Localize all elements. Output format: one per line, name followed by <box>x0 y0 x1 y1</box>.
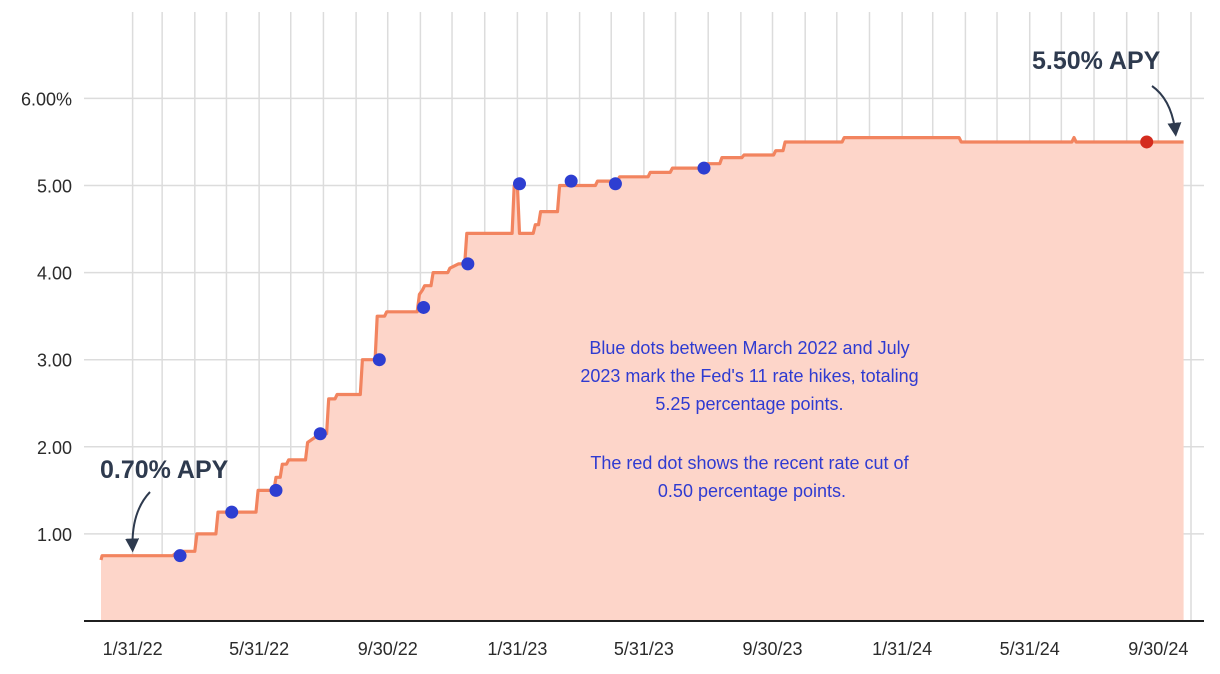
rate-hike-dot <box>564 174 578 188</box>
rate-hike-dot <box>461 257 475 271</box>
note-line: 0.50 percentage points. <box>658 481 846 501</box>
annotations: 0.70% APY 5.50% APY <box>100 47 1182 553</box>
note-line: Blue dots between March 2022 and July <box>589 338 909 358</box>
y-tick-label: 2.00 <box>37 438 72 458</box>
rate-hike-dot <box>225 505 239 519</box>
rate-hike-dot <box>313 427 327 441</box>
rate-hike-dot <box>608 177 622 191</box>
x-tick-label: 1/31/22 <box>103 639 163 659</box>
start-apy-callout: 0.70% APY <box>100 456 229 484</box>
end-apy-callout: 5.50% APY <box>1032 47 1161 75</box>
rate-cut-dot <box>1140 135 1154 149</box>
rate-hike-dot <box>513 177 527 191</box>
rate-area-fill <box>101 137 1184 621</box>
y-tick-label: 3.00 <box>37 351 72 371</box>
rate-hike-dot <box>173 549 187 563</box>
x-tick-label: 9/30/22 <box>358 639 418 659</box>
rate-change-dots <box>173 135 1154 563</box>
x-tick-label: 5/31/24 <box>1000 639 1060 659</box>
note-line: 5.25 percentage points. <box>655 394 843 414</box>
rate-hike-dot <box>372 353 386 367</box>
rate-hike-dot <box>269 483 283 497</box>
x-tick-label: 9/30/23 <box>742 639 802 659</box>
end-apy-arrow <box>1151 85 1182 137</box>
x-tick-label: 5/31/22 <box>229 639 289 659</box>
axes: 1/31/22 5/31/22 9/30/22 1/31/23 5/31/23 9/30/… <box>21 89 1204 659</box>
x-tick-label: 1/31/23 <box>487 639 547 659</box>
y-tick-label: 6.00% <box>21 89 72 109</box>
rate-hike-dot <box>417 300 431 314</box>
start-apy-arrow <box>125 491 151 553</box>
x-tick-label: 1/31/24 <box>872 639 932 659</box>
x-tick-label: 5/31/23 <box>614 639 674 659</box>
note-line: 2023 mark the Fed's 11 rate hikes, total… <box>580 366 918 386</box>
chart-note: Blue dots between March 2022 and July 20… <box>580 338 923 501</box>
y-tick-label: 1.00 <box>37 525 72 545</box>
note-line: The red dot shows the recent rate cut of <box>590 453 909 473</box>
rate-hike-dot <box>697 161 711 175</box>
x-tick-label: 9/30/24 <box>1128 639 1188 659</box>
y-tick-label: 4.00 <box>37 264 72 284</box>
y-tick-label: 5.00 <box>37 177 72 197</box>
